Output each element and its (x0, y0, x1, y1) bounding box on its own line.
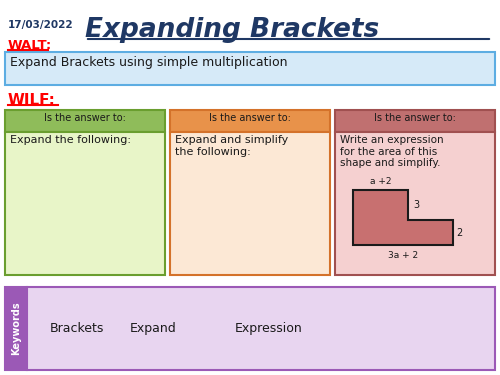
Text: Expand: Expand (130, 322, 177, 335)
Text: Expand Brackets using simple multiplication: Expand Brackets using simple multiplicat… (10, 56, 287, 69)
Text: Expand the following:: Expand the following: (10, 135, 131, 145)
Text: 17/03/2022: 17/03/2022 (8, 20, 74, 30)
Text: Is the answer to:: Is the answer to: (44, 113, 126, 123)
Polygon shape (353, 190, 453, 245)
FancyBboxPatch shape (335, 110, 495, 132)
FancyBboxPatch shape (335, 132, 495, 275)
Text: Is the answer to:: Is the answer to: (209, 113, 291, 123)
FancyBboxPatch shape (5, 110, 165, 132)
Text: WILF:: WILF: (8, 93, 56, 108)
FancyBboxPatch shape (5, 52, 495, 85)
FancyBboxPatch shape (5, 287, 27, 370)
Text: 2: 2 (456, 228, 462, 237)
Text: WALT:: WALT: (8, 39, 52, 52)
FancyBboxPatch shape (170, 110, 330, 132)
Text: Is the answer to:: Is the answer to: (374, 113, 456, 123)
Text: 3a + 2: 3a + 2 (388, 251, 418, 260)
Text: 3: 3 (413, 200, 419, 210)
Text: Brackets: Brackets (50, 322, 104, 335)
Text: Expanding Brackets: Expanding Brackets (85, 17, 380, 43)
FancyBboxPatch shape (5, 132, 165, 275)
FancyBboxPatch shape (170, 132, 330, 275)
Text: Write an expression
for the area of this
shape and simplify.: Write an expression for the area of this… (340, 135, 444, 168)
Text: Expression: Expression (235, 322, 303, 335)
Text: a +2: a +2 (370, 177, 391, 186)
Text: Expand and simplify
the following:: Expand and simplify the following: (175, 135, 288, 157)
FancyBboxPatch shape (27, 287, 495, 370)
Text: Keywords: Keywords (11, 302, 21, 355)
